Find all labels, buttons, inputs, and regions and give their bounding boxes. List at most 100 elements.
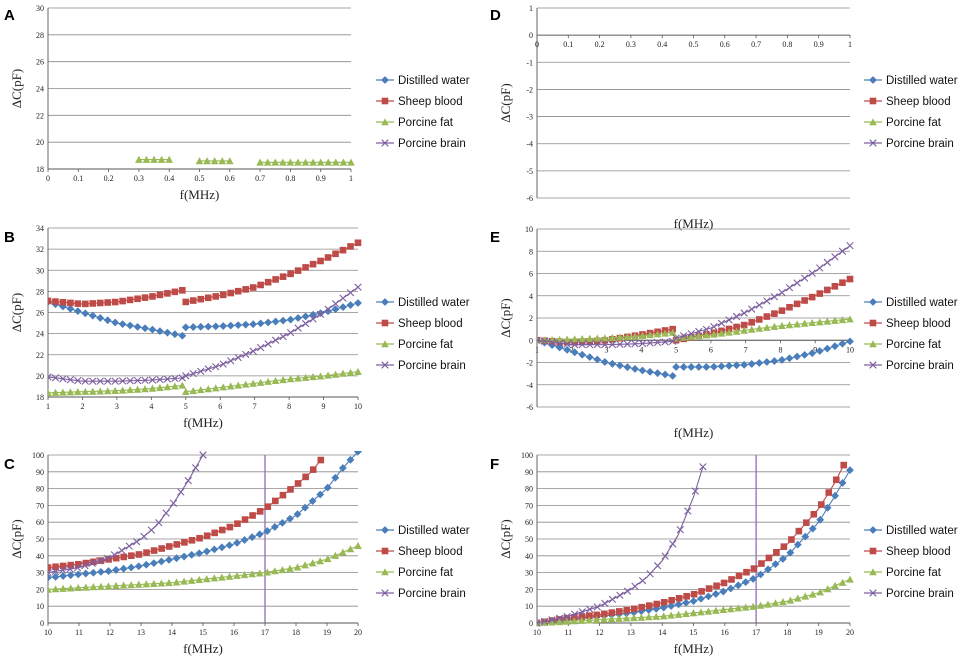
porcine-fat-point-15 [785,321,794,329]
panel-c-x-tick-label: 20 [354,628,362,637]
porcine-fat-point-33 [293,563,302,571]
distilled-water-point-4 [211,322,220,331]
distilled-water-point-26 [240,536,249,544]
distilled-water-point-22 [838,339,847,348]
legend-label-sheep-blood: Sheep blood [398,546,463,558]
distilled-water-point-14 [286,315,295,324]
porcine-brain-point-12 [133,376,142,385]
porcine-brain-point-3 [695,327,703,336]
porcine-fat-point-2 [59,584,67,592]
panel-c-x-tick-label: 16 [230,628,238,637]
porcine-fat-point-35 [308,559,317,567]
porcine-brain-point-20 [331,299,340,308]
porcine-brain-point-15 [785,284,794,292]
sheep-blood-point-26 [241,516,249,523]
porcine-brain-point-10 [118,546,126,555]
porcine-fat-point-25 [233,571,241,579]
porcine-fat-point-40 [346,545,355,553]
distilled-water-point-39 [338,464,347,472]
porcine-brain-point-20 [823,258,832,267]
panel-f-y-tick-label: 90 [525,468,533,477]
porcine-brain-point-9 [249,347,257,355]
panel-d-x-axis-title: f(MHz) [674,216,714,231]
panel-b-y-tick-label: 20 [36,372,44,381]
porcine-brain-point-2 [197,367,205,375]
porcine-fat-point-4 [165,155,173,163]
legend-marker-porcine-fat [869,118,877,126]
porcine-fat-point-18 [808,318,816,327]
sheep-blood-point-38 [817,501,825,508]
porcine-fat-point-1 [51,388,60,396]
panel-c-x-tick-label: 10 [44,628,52,637]
panel-d-x-tick-label: 0.9 [814,40,824,49]
panel-f-letter: F [490,456,499,473]
porcine-fat-point-18 [178,381,187,389]
panel-e-x-tick-label: 6 [709,345,713,354]
porcine-brain-point-3 [66,375,75,384]
panel-a-x-tick-label: 0.1 [73,174,83,183]
distilled-water-point-15 [785,354,794,363]
sheep-blood-point-17 [171,288,179,296]
distilled-water-point-18 [808,349,817,358]
legend-marker-distilled-water [869,526,877,534]
sheep-blood-point-12 [134,295,141,303]
porcine-brain-point-6 [717,319,726,327]
sheep-blood-point-11 [264,278,272,286]
distilled-water-point-23 [846,337,854,346]
sheep-blood-point-14 [778,307,786,314]
porcine-brain-point-22 [838,247,847,255]
porcine-brain-point-6 [88,559,96,567]
porcine-fat-point-5 [81,387,90,395]
porcine-fat-point-22 [697,608,705,616]
sheep-blood-point-15 [158,545,165,552]
porcine-brain-point-9 [601,341,609,349]
sheep-blood-point-30 [272,497,279,505]
panel-d-legend: Distilled water Sheep blood Porcine fat Por… [864,75,958,150]
legend-marker-porcine-fat [381,118,389,126]
distilled-water-point-17 [170,330,179,339]
porcine-fat-point-22 [838,316,847,324]
porcine-brain-point-15 [646,570,654,578]
sheep-blood-point-21 [203,532,211,540]
distilled-water-point-27 [734,581,743,590]
porcine-fat-point-6 [578,335,587,343]
porcine-brain-point-13 [279,332,287,341]
porcine-brain-point-9 [111,377,119,385]
panel-c-x-tick-label: 14 [168,628,176,637]
distilled-water-point-13 [631,364,639,373]
porcine-fat-point-9 [111,386,119,395]
panel-c-y-tick-label: 60 [36,518,44,527]
porcine-brain-point-5 [571,610,579,618]
porcine-fat-point-26 [240,571,249,579]
distilled-water-point-14 [638,366,647,375]
porcine-fat-point-28 [741,603,750,611]
panel-a-x-tick-label: 0.4 [164,174,174,183]
legend-label-porcine-fat: Porcine fat [398,567,454,579]
porcine-fat-point-1 [203,157,211,165]
porcine-fat-point-13 [279,375,287,384]
porcine-brain-point-22 [699,463,707,471]
porcine-brain-point-17 [169,499,178,507]
porcine-fat-point-13 [631,332,639,340]
porcine-brain-point-2 [548,338,556,346]
distilled-water-point-11 [615,361,624,370]
panel-a-x-tick-label: 0 [46,174,50,183]
distilled-water-point-14 [149,559,158,567]
porcine-fat-point-15 [646,331,654,339]
panel-f-x-tick-label: 20 [846,628,854,637]
legend-label-distilled-water: Distilled water [398,297,470,309]
sheep-blood-point-17 [660,599,668,606]
porcine-fat-point-8 [732,327,741,335]
sheep-blood-point-6 [227,289,235,297]
distilled-water-point-16 [163,328,172,337]
distilled-water-point-31 [278,518,287,527]
porcine-brain-point-17 [661,338,669,346]
distilled-water-point-11 [264,318,273,327]
distilled-water-point-25 [233,538,241,547]
porcine-fat-point-10 [747,325,756,333]
distilled-water-point-16 [301,312,310,321]
sheep-blood-point-19 [324,254,332,261]
legend-label-porcine-fat: Porcine fat [886,117,942,129]
sheep-blood-point-9 [601,610,608,618]
porcine-brain-point-8 [104,377,112,385]
